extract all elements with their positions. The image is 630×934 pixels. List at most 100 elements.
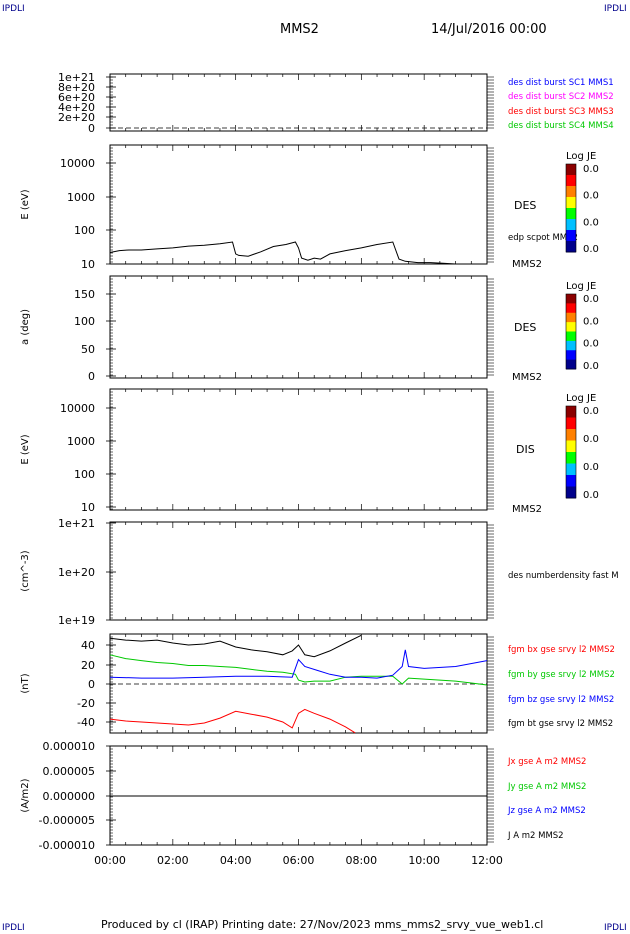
x-tick-label: 02:00 xyxy=(157,854,189,867)
dis-energy-y-axis-label: E (eV) xyxy=(20,434,31,464)
dis-energy-colorbar-segment xyxy=(566,440,576,453)
des-energy-y-tick-label: 10 xyxy=(81,258,95,271)
fgm-y-tick-label: -20 xyxy=(77,697,95,710)
x-tick-label: 12:00 xyxy=(471,854,503,867)
current-y-tick-label: -0.000005 xyxy=(39,814,95,827)
dist-legend-entry: des dist burst SC4 MMS4 xyxy=(508,121,614,131)
des-energy-panel-label: DES xyxy=(514,199,536,212)
des-energy-colorbar-segment xyxy=(566,175,576,187)
des-energy-colorbar-tick: 0.0 xyxy=(583,244,599,255)
dis-energy-colorbar-tick: 0.0 xyxy=(583,490,599,501)
fgm-series-line xyxy=(109,708,356,734)
des-pitch-sub-label: MMS2 xyxy=(512,372,542,383)
des-energy-colorbar-segment xyxy=(566,197,576,209)
fgm-y-tick-label: 40 xyxy=(81,639,95,652)
des-pitch-colorbar-tick: 0.0 xyxy=(583,361,599,372)
dis-energy-frame xyxy=(109,388,488,511)
dis-energy-y-tick-label: 10 xyxy=(81,501,95,514)
des-pitch-colorbar-segment xyxy=(566,303,576,314)
current-y-tick-label: 0.000010 xyxy=(43,740,96,753)
current-y-tick-label: 0.000000 xyxy=(43,790,96,803)
des-pitch-frame xyxy=(109,275,488,379)
x-tick-label: 04:00 xyxy=(220,854,252,867)
density-panel-label: des numberdensity fast M xyxy=(508,571,619,581)
dist-y-tick-label: 2e+20 xyxy=(58,111,95,124)
current-y-tick-label: -0.000010 xyxy=(39,839,95,852)
density-y-tick-label: 1e+20 xyxy=(58,566,95,579)
des-energy-colorbar-frame xyxy=(565,163,577,253)
current-legend-entry: Jy gse A m2 MMS2 xyxy=(507,782,586,792)
dist-y-tick-label: 0 xyxy=(88,122,95,135)
density-y-axis-label: (cm^-3) xyxy=(20,550,31,591)
dist-y-tick-label: 1e+21 xyxy=(58,71,95,84)
x-tick-label: 00:00 xyxy=(94,854,126,867)
dis-energy-colorbar-segment xyxy=(566,463,576,476)
fgm-series-line xyxy=(109,654,488,686)
x-tick-label: 06:00 xyxy=(283,854,315,867)
des-pitch-colorbar-segment xyxy=(566,322,576,332)
dist-legend-entry: des dist burst SC1 MMS1 xyxy=(508,78,614,88)
dis-energy-colorbar-tick: 0.0 xyxy=(583,462,599,473)
dis-energy-colorbar-title: Log JE xyxy=(566,393,596,404)
fgm-legend-entry: fgm by gse srvy l2 MMS2 xyxy=(508,670,615,680)
dis-energy-y-tick-label: 10000 xyxy=(60,402,95,415)
date-title: 14/Jul/2016 00:00 xyxy=(431,22,547,37)
corner-label-bottom-right: IPDLI xyxy=(604,923,627,933)
dis-energy-colorbar-segment xyxy=(566,406,576,418)
fgm-frame xyxy=(109,633,488,734)
corner-label-top-left: IPDLI xyxy=(2,4,25,14)
des-energy-overlay-label: edp scpot MMS2 xyxy=(508,233,578,243)
dist-y-tick-label: 6e+20 xyxy=(58,91,95,104)
dis-energy-colorbar-segment xyxy=(566,452,576,464)
des-energy-colorbar-segment xyxy=(566,230,576,242)
des-energy-colorbar-segment xyxy=(566,186,576,198)
des-pitch-colorbar-title: Log JE xyxy=(566,281,596,292)
des-energy-y-axis-label: E (eV) xyxy=(20,189,31,219)
dis-energy-panel-label: DIS xyxy=(516,443,535,456)
des-pitch-y-tick-label: 50 xyxy=(81,343,95,356)
fgm-legend-entry: fgm bx gse srvy l2 MMS2 xyxy=(508,645,615,655)
des-energy-colorbar-segment xyxy=(566,164,576,176)
dis-energy-y-tick-label: 100 xyxy=(74,468,95,481)
dis-energy-colorbar-segment xyxy=(566,417,576,430)
des-energy-y-tick-label: 100 xyxy=(74,224,95,237)
dist-legend-entry: des dist burst SC3 MMS3 xyxy=(508,107,614,117)
des-pitch-colorbar-segment xyxy=(566,359,576,370)
des-energy-sub-label: MMS2 xyxy=(512,259,542,270)
des-pitch-colorbar-tick: 0.0 xyxy=(583,316,599,327)
dist-y-tick-label: 8e+20 xyxy=(58,81,95,94)
dis-energy-sub-label: MMS2 xyxy=(512,504,542,515)
x-tick-label: 08:00 xyxy=(345,854,377,867)
des-energy-frame xyxy=(109,144,488,265)
fgm-series-line xyxy=(109,649,488,679)
des-energy-series-line xyxy=(109,241,456,265)
fgm-series-line xyxy=(109,634,362,658)
current-y-axis-label: (A/m2) xyxy=(20,778,31,812)
spacecraft-title: MMS2 xyxy=(280,22,319,37)
des-energy-colorbar-tick: 0.0 xyxy=(583,164,599,175)
dis-energy-colorbar-segment xyxy=(566,486,576,499)
des-energy-y-tick-label: 1000 xyxy=(67,191,95,204)
des-energy-colorbar-tick: 0.0 xyxy=(583,191,599,202)
x-tick-label: 10:00 xyxy=(408,854,440,867)
des-pitch-colorbar-tick: 0.0 xyxy=(583,294,599,305)
fgm-y-tick-label: 20 xyxy=(81,659,95,672)
fgm-legend-entry: fgm bz gse srvy l2 MMS2 xyxy=(508,695,614,705)
current-y-tick-label: 0.000005 xyxy=(43,765,96,778)
des-pitch-colorbar-segment xyxy=(566,350,576,361)
dis-energy-y-tick-label: 1000 xyxy=(67,435,95,448)
density-y-tick-label: 1e+19 xyxy=(58,614,95,627)
footer-text: Produced by cl (IRAP) Printing date: 27/… xyxy=(101,918,544,931)
des-energy-colorbar-tick: 0.0 xyxy=(583,217,599,228)
des-pitch-colorbar-segment xyxy=(566,331,576,342)
des-pitch-colorbar-frame xyxy=(565,293,577,370)
dis-energy-colorbar-tick: 0.0 xyxy=(583,406,599,417)
current-legend-entry: J A m2 MMS2 xyxy=(507,831,564,841)
des-pitch-y-tick-label: 0 xyxy=(88,370,95,383)
dist-y-tick-label: 4e+20 xyxy=(58,101,95,114)
des-pitch-colorbar-segment xyxy=(566,340,576,351)
des-pitch-panel-label: DES xyxy=(514,321,536,334)
des-energy-colorbar-segment xyxy=(566,208,576,220)
des-pitch-colorbar-tick: 0.0 xyxy=(583,339,599,350)
dist-legend-entry: des dist burst SC2 MMS2 xyxy=(508,92,614,102)
